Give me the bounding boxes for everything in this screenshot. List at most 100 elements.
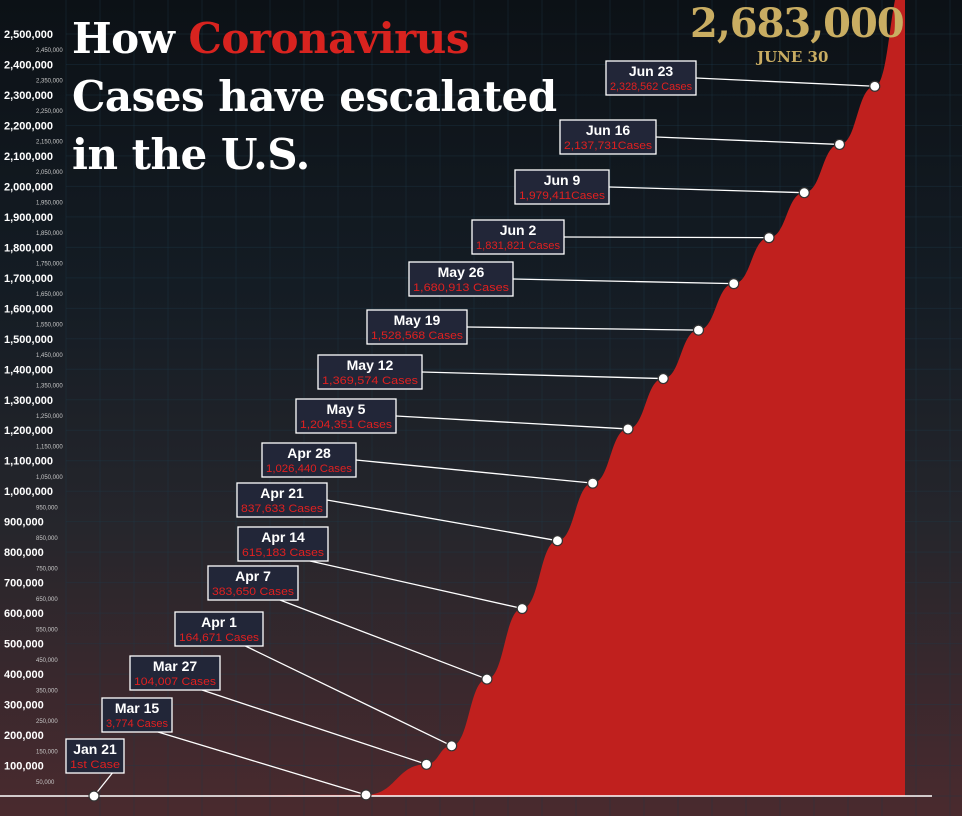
callout-date: May 19 [394, 312, 441, 328]
callout-box [236, 482, 328, 518]
y-minor-tick-label: 1,050,000 [36, 475, 63, 481]
callout-box [237, 526, 329, 562]
y-minor-tick-label: 50,000 [36, 780, 55, 786]
y-minor-tick-label: 1,650,000 [36, 292, 63, 298]
y-tick-label: 700,000 [4, 578, 44, 590]
callout-pointer [201, 689, 427, 765]
data-point [360, 789, 372, 801]
callout-box [559, 119, 657, 155]
y-minor-tick-label: 250,000 [36, 719, 58, 725]
callout-pointer [309, 560, 523, 610]
data-point [622, 423, 634, 435]
callout-box [129, 655, 221, 691]
callout: Apr 14 615,183 Cases [237, 526, 528, 615]
callout-box [65, 738, 125, 774]
y-tick-label: 800,000 [4, 547, 44, 559]
callout-pointer [421, 371, 664, 380]
y-minor-tick-label: 1,550,000 [36, 323, 63, 329]
callout-date: Jun 16 [586, 122, 631, 138]
callout: Jun 23 2,328,562 Cases [605, 60, 881, 96]
callout-value: 1,204,351 Cases [300, 419, 393, 431]
y-tick-label: 1,900,000 [4, 212, 53, 224]
callout-date: Mar 27 [153, 658, 198, 674]
callout-pointer [655, 136, 840, 146]
callout-pointer [279, 599, 488, 680]
callout-date: Mar 15 [115, 700, 160, 716]
callout-date: May 26 [438, 264, 485, 280]
y-minor-tick-label: 1,450,000 [36, 353, 63, 359]
data-point [587, 477, 599, 489]
callout: Jun 16 2,137,731Cases [559, 119, 846, 155]
callout-value: 383,650 Cases [212, 586, 295, 598]
y-minor-tick-label: 450,000 [36, 658, 58, 664]
callout: Mar 27 104,007 Cases [129, 655, 433, 770]
data-point [516, 602, 528, 615]
callout-value: 1,026,440 Cases [266, 463, 353, 475]
y-tick-label: 100,000 [4, 761, 44, 773]
callout-pointer [466, 326, 699, 331]
y-minor-tick-label: 950,000 [36, 505, 58, 511]
callout-value: 1,979,411Cases [519, 190, 606, 202]
y-tick-label: 2,100,000 [4, 151, 53, 163]
callout-value: 1,369,574 Cases [322, 375, 419, 387]
y-minor-tick-label: 1,950,000 [36, 201, 63, 207]
data-point [446, 740, 458, 752]
y-minor-tick-label: 750,000 [36, 566, 58, 572]
total-cases-date: JUNE 30 [757, 48, 829, 66]
y-tick-label: 2,300,000 [4, 90, 53, 102]
y-minor-tick-label: 2,450,000 [36, 48, 63, 54]
y-tick-label: 2,400,000 [4, 59, 53, 71]
callout-box [605, 60, 697, 96]
data-point [692, 324, 705, 336]
callout: Apr 21 837,633 Cases [236, 482, 564, 547]
callout-date: Apr 7 [235, 568, 271, 584]
title-line-2: Cases have escalated [72, 72, 557, 121]
callout: Apr 1 164,671 Cases [174, 611, 458, 752]
callout-box [207, 565, 299, 601]
callout: Jun 9 1,979,411Cases [514, 169, 810, 205]
callout-pointer [326, 499, 558, 542]
y-tick-label: 200,000 [4, 730, 44, 742]
y-minor-tick-label: 650,000 [36, 597, 58, 603]
y-tick-label: 300,000 [4, 700, 44, 712]
callout-box [174, 611, 264, 647]
callout-box [471, 219, 565, 255]
y-minor-tick-label: 1,350,000 [36, 384, 63, 390]
y-minor-tick-label: 150,000 [36, 749, 58, 755]
callouts: Jan 21 1st Case Mar 15 3,774 Cases Mar 27 104… [65, 60, 881, 802]
callout-box [408, 261, 514, 297]
data-point [763, 232, 775, 244]
y-minor-tick-label: 2,350,000 [36, 79, 63, 85]
y-axis: 100,000 200,000 300,000 400,000 500,000 600,0… [4, 29, 63, 786]
y-tick-label: 1,000,000 [4, 486, 53, 498]
callout-date: Jan 21 [73, 741, 117, 757]
callout-date: May 5 [327, 401, 366, 417]
title-highlight: Coronavirus [188, 14, 469, 63]
total-cases-value: 2,683,000 [690, 0, 905, 47]
data-point [420, 758, 433, 770]
callout-value: 2,328,562 Cases [610, 81, 692, 93]
callout-date: Apr 21 [260, 485, 304, 501]
callout-box [261, 442, 357, 478]
y-tick-label: 1,400,000 [4, 364, 53, 376]
y-minor-tick-label: 1,250,000 [36, 414, 63, 420]
y-tick-label: 600,000 [4, 608, 44, 620]
y-minor-tick-label: 2,150,000 [36, 140, 63, 146]
callout: May 12 1,369,574 Cases [317, 354, 669, 390]
callout-date: Jun 9 [544, 172, 581, 188]
title-line-3: in the U.S. [72, 130, 310, 179]
callout-date: Apr 14 [261, 529, 305, 545]
chart-title: How Coronavirus Cases have escalated in … [72, 10, 557, 184]
y-minor-tick-label: 1,750,000 [36, 262, 63, 268]
y-minor-tick-label: 550,000 [36, 627, 58, 633]
callout-value: 1,831,821 Cases [476, 240, 561, 252]
data-point [833, 138, 846, 151]
callout: Jun 2 1,831,821 Cases [471, 219, 775, 255]
callout-pointer [245, 645, 452, 747]
callout-pointer [695, 77, 875, 87]
callout-value: 837,633 Cases [241, 503, 324, 515]
y-tick-label: 1,100,000 [4, 456, 53, 468]
callout-date: Jun 2 [500, 222, 537, 238]
y-minor-tick-label: 1,150,000 [36, 444, 63, 450]
